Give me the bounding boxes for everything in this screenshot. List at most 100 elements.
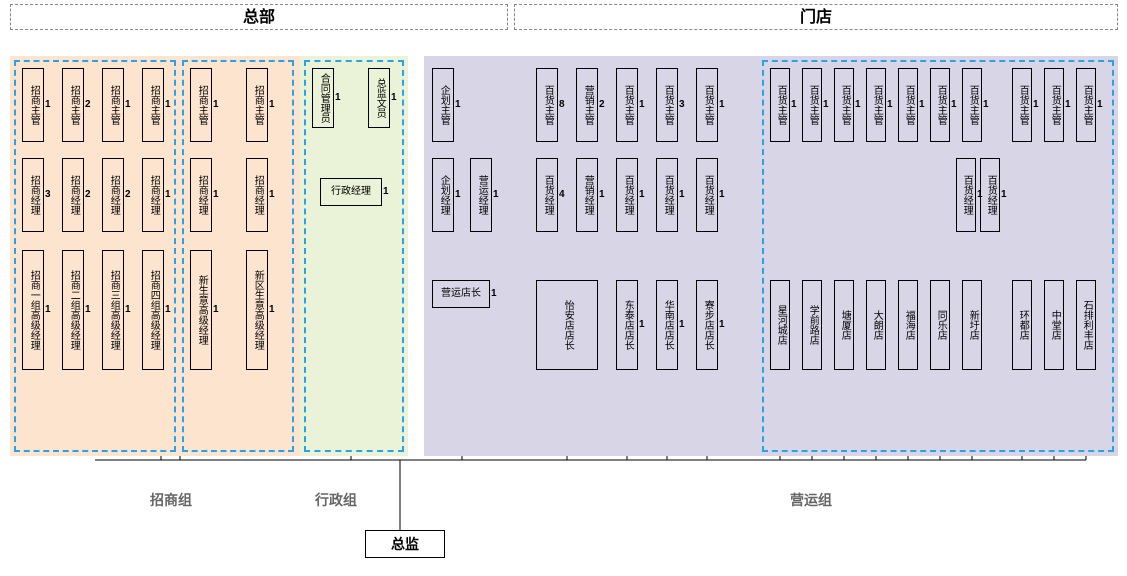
node-r2c6: 招商经理 bbox=[246, 158, 268, 232]
node-s5_mgr: 百货经理 bbox=[696, 158, 718, 232]
node-t7_dir: 新圩店 bbox=[962, 280, 982, 370]
count-r1c3: 1 bbox=[125, 99, 131, 110]
node-plan_sup: 企划主管 bbox=[432, 68, 454, 142]
group-label-admin: 行政组 bbox=[315, 490, 357, 510]
count-r3c3: 1 bbox=[125, 304, 131, 315]
node-r1c6: 招商主管 bbox=[246, 68, 268, 142]
count-r1c6: 1 bbox=[269, 99, 275, 110]
node-r3c3: 招商三组高级经理 bbox=[102, 250, 124, 370]
count-s4_mgr: 1 bbox=[679, 189, 685, 200]
node-t1_dir: 星河城店 bbox=[770, 280, 790, 370]
node-r2c1: 招商经理 bbox=[22, 158, 44, 232]
node-t2_dir: 学前路店 bbox=[802, 280, 822, 370]
count-admin_tl: 1 bbox=[335, 92, 341, 103]
count-s2_mgr: 1 bbox=[599, 189, 605, 200]
count-t9_sup: 1 bbox=[1065, 99, 1071, 110]
node-r2c4: 招商经理 bbox=[142, 158, 164, 232]
node-ops_mgr: 营运经理 bbox=[470, 158, 492, 232]
node-s1_mgr: 百货经理 bbox=[536, 158, 558, 232]
count-r1c4: 1 bbox=[165, 99, 171, 110]
node-t7_sup: 百货主管 bbox=[962, 68, 982, 142]
node-r1c4: 招商主管 bbox=[142, 68, 164, 142]
count-t7_sup: 1 bbox=[983, 99, 989, 110]
node-t10_sup: 百货主管 bbox=[1076, 68, 1096, 142]
count-t4_sup: 1 bbox=[887, 99, 893, 110]
node-r1c1: 招商主管 bbox=[22, 68, 44, 142]
node-r3c5: 新生意高级经理 bbox=[190, 250, 212, 370]
node-admin_tr: 总监文员 bbox=[368, 68, 390, 128]
node-t8_dir: 环都店 bbox=[1012, 280, 1032, 370]
node-r1c5: 招商主管 bbox=[190, 68, 212, 142]
node-s4_sup: 百货主管 bbox=[656, 68, 678, 142]
node-r2c3: 招商经理 bbox=[102, 158, 124, 232]
count-t3_sup: 1 bbox=[855, 99, 861, 110]
count-s4_sup: 3 bbox=[679, 99, 685, 110]
node-t1_sup: 百货主管 bbox=[770, 68, 790, 142]
node-t5_sup: 百货主管 bbox=[898, 68, 918, 142]
header-stores: 门店 bbox=[514, 4, 1118, 30]
count-r2c4: 1 bbox=[165, 189, 171, 200]
node-t9_sup: 百货主管 bbox=[1044, 68, 1064, 142]
node-r3c1: 招商一组高级经理 bbox=[22, 250, 44, 370]
count-r2c3: 2 bbox=[125, 189, 131, 200]
count-s5_dir: 1 bbox=[719, 319, 725, 330]
count-r2c6: 1 bbox=[269, 189, 275, 200]
node-t3_dir: 塘厦店 bbox=[834, 280, 854, 370]
node-s3_mgr: 百货经理 bbox=[616, 158, 638, 232]
node-t4_sup: 百货主管 bbox=[866, 68, 886, 142]
count-s5_mgr: 1 bbox=[719, 189, 725, 200]
node-r1c2: 招商主管 bbox=[62, 68, 84, 142]
count-t5_sup: 1 bbox=[919, 99, 925, 110]
node-s2_sup: 营销主管 bbox=[576, 68, 598, 142]
node-admin_mid: 行政经理 bbox=[320, 178, 382, 206]
node-s1_sup: 百货主管 bbox=[536, 68, 558, 142]
count-ops_dir: 1 bbox=[491, 288, 497, 299]
count-t6_sup: 1 bbox=[951, 99, 957, 110]
node-ops_dir: 营运店长 bbox=[432, 280, 490, 308]
node-r3c2: 招商二组高级经理 bbox=[62, 250, 84, 370]
count-r2c2: 2 bbox=[85, 189, 91, 200]
count-r3c6: 1 bbox=[269, 304, 275, 315]
node-s3_dir: 东泰店店长 bbox=[616, 280, 638, 370]
count-admin_tr: 1 bbox=[391, 92, 397, 103]
count-s1_mgr: 4 bbox=[559, 189, 565, 200]
count-s2_sup: 2 bbox=[599, 99, 605, 110]
node-t7_mgr1: 百货经理 bbox=[956, 158, 976, 232]
count-r2c1: 3 bbox=[45, 189, 51, 200]
group-label-ops: 营运组 bbox=[790, 490, 832, 510]
count-s3_dir: 1 bbox=[639, 319, 645, 330]
group-label-recruit: 招商组 bbox=[150, 490, 192, 510]
count-s1_sup: 8 bbox=[559, 99, 565, 110]
count-t2_sup: 1 bbox=[823, 99, 829, 110]
node-t3_sup: 百货主管 bbox=[834, 68, 854, 142]
node-s5_sup: 百货主管 bbox=[696, 68, 718, 142]
node-r2c5: 招商经理 bbox=[190, 158, 212, 232]
node-r2c2: 招商经理 bbox=[62, 158, 84, 232]
node-t9_dir: 中堂店 bbox=[1044, 280, 1064, 370]
count-t8_sup: 1 bbox=[1033, 99, 1039, 110]
node-plan_mgr: 企划经理 bbox=[432, 158, 454, 232]
org-chart: 总部门店招商主管1招商经理3招商一组高级经理1招商主管2招商经理2招商二组高级经… bbox=[0, 0, 1127, 576]
count-s5_sup: 1 bbox=[719, 99, 725, 110]
header-hq: 总部 bbox=[10, 4, 508, 30]
count-s4_dir: 1 bbox=[679, 319, 685, 330]
node-t8_sup: 百货主管 bbox=[1012, 68, 1032, 142]
count-plan_sup: 1 bbox=[455, 99, 461, 110]
count-r3c4: 1 bbox=[165, 304, 171, 315]
director-box: 总监 bbox=[365, 530, 445, 558]
count-r3c2: 1 bbox=[85, 304, 91, 315]
node-s4_mgr: 百货经理 bbox=[656, 158, 678, 232]
count-r2c5: 1 bbox=[213, 189, 219, 200]
count-s3_sup: 1 bbox=[639, 99, 645, 110]
node-r3c4: 招商四组高级经理 bbox=[142, 250, 164, 370]
node-r1c3: 招商主管 bbox=[102, 68, 124, 142]
node-r3c6: 新区生意高级经理 bbox=[246, 250, 268, 370]
count-t1_sup: 1 bbox=[791, 99, 797, 110]
node-t10_dir: 石排利丰店 bbox=[1076, 280, 1096, 370]
count-s3_mgr: 1 bbox=[639, 189, 645, 200]
node-t4_dir: 大朗店 bbox=[866, 280, 886, 370]
node-t7_mgr2: 百货经理 bbox=[980, 158, 1000, 232]
count-ops_mgr: 1 bbox=[493, 189, 499, 200]
node-t2_sup: 百货主管 bbox=[802, 68, 822, 142]
node-s4_dir: 华南店店长 bbox=[656, 280, 678, 370]
